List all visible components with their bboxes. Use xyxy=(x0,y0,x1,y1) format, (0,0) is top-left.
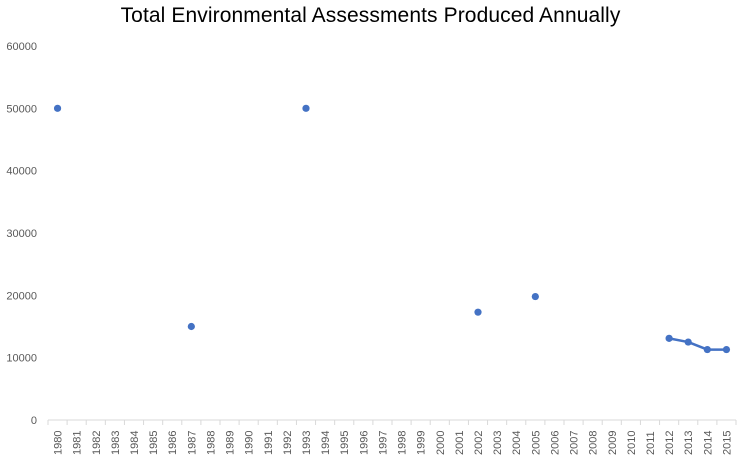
data-point xyxy=(722,345,731,354)
x-tick-label: 1989 xyxy=(225,431,237,455)
x-tick-label: 1995 xyxy=(339,431,351,455)
x-tick-label: 2004 xyxy=(511,431,523,455)
x-tick-label: 2007 xyxy=(569,431,581,455)
x-tick-label: 1980 xyxy=(53,431,65,455)
x-tick-label: 2009 xyxy=(607,431,619,455)
x-tick-label: 2008 xyxy=(588,431,600,455)
x-tick-label: 1988 xyxy=(205,431,217,455)
x-tick-label: 1993 xyxy=(301,431,313,455)
data-point xyxy=(684,338,692,346)
x-tick-label: 1996 xyxy=(358,431,370,455)
series-layer xyxy=(53,104,731,354)
x-tick-label: 2001 xyxy=(454,431,466,455)
x-tick-label: 1990 xyxy=(244,431,256,455)
x-tick-label: 2002 xyxy=(473,431,485,455)
y-tick-label: 50000 xyxy=(6,103,37,115)
x-tick-label: 1997 xyxy=(377,431,389,455)
x-tick-label: 2010 xyxy=(626,431,638,455)
x-tick-label: 1981 xyxy=(72,431,84,455)
x-tick-label: 1999 xyxy=(416,431,428,455)
x-tick-label: 1987 xyxy=(186,431,198,455)
data-point xyxy=(474,308,482,316)
y-tick-label: 40000 xyxy=(6,166,37,178)
x-tick-label: 1983 xyxy=(110,431,122,455)
x-tick-label: 2003 xyxy=(492,431,504,455)
x-tick-label: 1991 xyxy=(263,431,275,455)
x-tick-label: 2006 xyxy=(549,431,561,455)
data-point xyxy=(665,334,673,342)
chart-title: Total Environmental Assessments Produced… xyxy=(120,4,621,27)
x-tick-label: 1982 xyxy=(91,431,103,455)
data-point xyxy=(531,292,539,301)
x-tick-label: 1985 xyxy=(148,431,160,455)
axis-layer: 0 10000 20000 30000 40000 50000 60000 1980 1981 1… xyxy=(6,41,737,455)
x-tick-label: 1992 xyxy=(282,431,294,455)
data-point xyxy=(703,345,711,354)
x-tick-label: 2005 xyxy=(530,431,542,455)
y-tick-label: 20000 xyxy=(6,290,37,302)
x-tick-label: 2000 xyxy=(435,431,447,455)
x-tick-label: 1984 xyxy=(129,431,141,455)
x-tick-label: 1986 xyxy=(167,431,179,455)
x-tick-label: 2015 xyxy=(721,431,733,455)
x-tick-label: 2014 xyxy=(702,431,714,455)
x-tick-label: 2011 xyxy=(645,431,657,455)
x-tick-label: 2013 xyxy=(683,431,695,455)
data-point xyxy=(187,322,195,331)
x-tick-label: 1994 xyxy=(320,431,332,455)
y-tick-label: 10000 xyxy=(6,353,37,365)
x-tick-label: 2012 xyxy=(664,431,676,455)
data-point xyxy=(302,104,310,112)
y-tick-label: 30000 xyxy=(6,228,37,240)
y-tick-label: 0 xyxy=(31,415,37,427)
y-tick-label: 60000 xyxy=(6,41,37,53)
data-point xyxy=(53,104,62,112)
x-tick-label: 1998 xyxy=(397,431,409,455)
